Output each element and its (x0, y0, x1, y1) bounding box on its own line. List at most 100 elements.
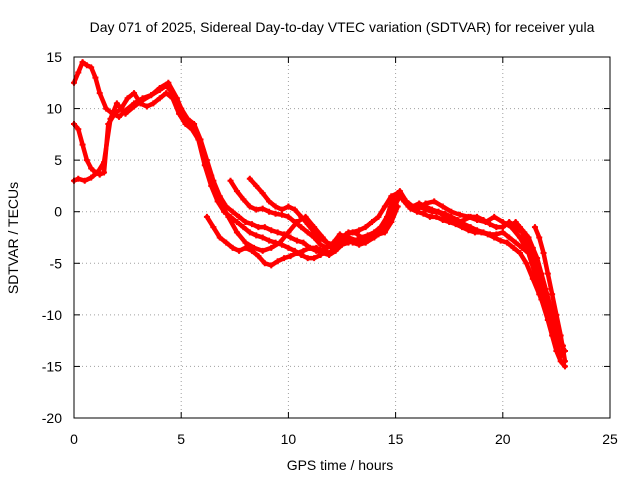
data-point (512, 239, 519, 246)
data-point (253, 232, 260, 239)
data-point (287, 253, 294, 260)
series-track-6 (246, 175, 356, 248)
data-point (369, 234, 376, 241)
data-point (143, 103, 150, 110)
data-point (253, 182, 260, 189)
data-point (259, 247, 266, 254)
data-point (561, 363, 568, 370)
data-point (248, 247, 255, 254)
data-point (388, 219, 395, 226)
data-point (88, 174, 95, 181)
data-point (122, 110, 129, 117)
data-point (278, 206, 285, 213)
data-point (317, 252, 324, 259)
x-axis-title: GPS time / hours (287, 457, 394, 473)
data-point (499, 219, 506, 226)
data-point (381, 229, 388, 236)
data-point (506, 219, 513, 226)
data-point (272, 210, 279, 217)
data-point (291, 219, 298, 226)
series-track-3 (71, 79, 566, 349)
data-point (521, 229, 528, 236)
data-point (504, 239, 511, 246)
data-point (491, 234, 498, 241)
data-point (465, 227, 472, 234)
data-point (396, 190, 403, 197)
series-track-2 (71, 90, 568, 354)
data-point (557, 332, 564, 339)
data-series (71, 59, 568, 370)
data-point (248, 221, 255, 228)
data-point (330, 241, 337, 248)
data-point (233, 188, 240, 195)
data-point (148, 92, 155, 99)
y-tick-label: -15 (42, 358, 62, 374)
data-point (369, 219, 376, 226)
y-tick-label: -20 (42, 410, 62, 426)
data-point (88, 64, 95, 71)
data-point (285, 203, 292, 210)
series-track-7 (512, 219, 566, 349)
data-point (323, 244, 330, 251)
data-point (236, 247, 243, 254)
data-point (394, 203, 401, 210)
data-point (343, 231, 350, 238)
data-point (459, 224, 466, 231)
data-point (454, 219, 461, 226)
x-tick-label: 5 (177, 431, 185, 447)
data-point (538, 270, 545, 277)
y-tick-label: -10 (42, 307, 62, 323)
data-point (103, 105, 110, 112)
data-point (259, 205, 266, 212)
data-point (300, 239, 307, 246)
data-point (536, 234, 543, 241)
data-point (493, 224, 500, 231)
x-axis: 0 5 10 15 20 25 (70, 57, 618, 447)
data-point (448, 216, 455, 223)
data-point (203, 213, 210, 220)
data-point (525, 234, 532, 241)
data-point (233, 229, 240, 236)
data-point (266, 208, 273, 215)
series-track-8 (531, 224, 568, 365)
data-point (403, 198, 410, 205)
data-point (356, 241, 363, 248)
plot-frame (73, 56, 611, 419)
data-point (199, 146, 206, 153)
data-point (461, 216, 468, 223)
data-point (441, 213, 448, 220)
x-tick-label: 0 (70, 431, 78, 447)
data-point (216, 234, 223, 241)
series-trace (71, 90, 568, 354)
data-point (101, 159, 108, 166)
data-point (278, 211, 285, 218)
data-point (116, 113, 123, 120)
data-point (191, 126, 198, 133)
data-point (512, 219, 519, 226)
data-point (540, 249, 547, 256)
data-point (227, 177, 234, 184)
y-tick-label: -5 (50, 255, 63, 271)
data-point (272, 203, 279, 210)
data-point (150, 100, 157, 107)
x-tick-label: 20 (495, 431, 511, 447)
data-point (336, 237, 343, 244)
data-point (336, 231, 343, 238)
data-point (349, 229, 356, 236)
data-point (506, 234, 513, 241)
data-point (131, 103, 138, 110)
data-point (422, 203, 429, 210)
data-point (510, 244, 517, 251)
data-point (499, 224, 506, 231)
data-point (388, 193, 395, 200)
data-point (246, 229, 253, 236)
data-point (317, 241, 324, 248)
y-tick-label: 0 (54, 204, 62, 220)
data-point (456, 211, 463, 218)
data-point (375, 231, 382, 238)
data-point (107, 115, 114, 122)
data-point (165, 79, 172, 86)
data-point (306, 244, 313, 251)
data-point (516, 249, 523, 256)
